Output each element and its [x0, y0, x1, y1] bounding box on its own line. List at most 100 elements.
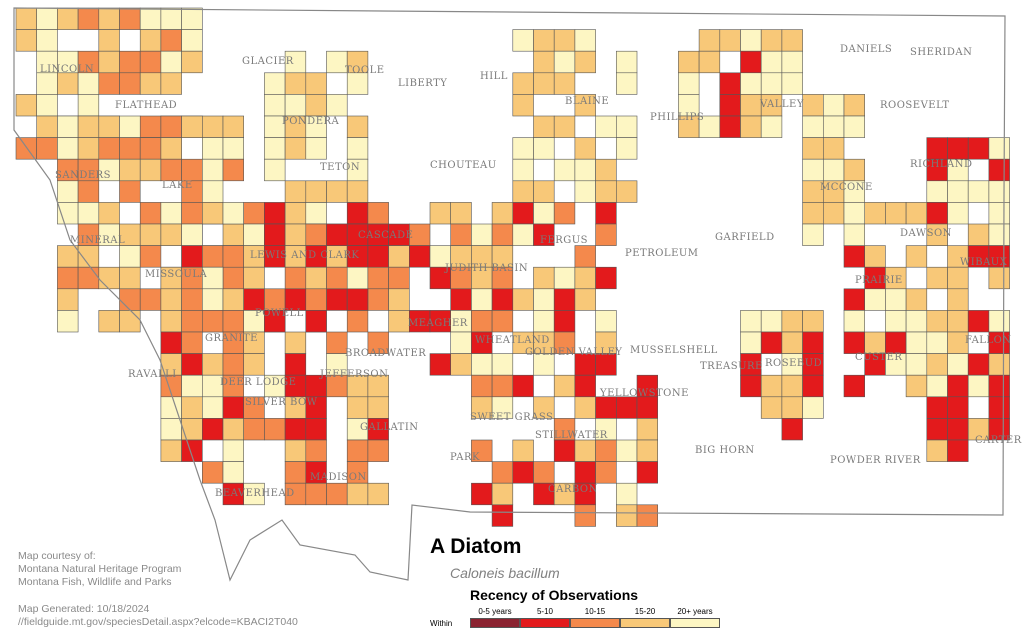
observation-cell	[264, 94, 286, 117]
observation-cell	[491, 461, 514, 484]
observation-cell	[512, 158, 534, 182]
observation-cell	[326, 94, 348, 117]
observation-cell	[491, 396, 514, 419]
observation-cell	[491, 223, 514, 246]
observation-cell	[512, 288, 534, 311]
legend-swatch	[620, 618, 670, 628]
observation-cell	[802, 94, 824, 117]
observation-cell	[222, 202, 245, 225]
observation-cell	[533, 223, 555, 246]
county-label: SHERIDAN	[910, 47, 972, 58]
observation-cell	[491, 504, 514, 527]
observation-cell	[471, 439, 493, 462]
county-label: PRAIRIE	[855, 275, 903, 286]
observation-cell	[864, 331, 886, 354]
observation-cell	[553, 115, 576, 138]
observation-cell	[222, 288, 245, 311]
observation-cell	[533, 72, 555, 95]
observation-cell	[450, 288, 472, 311]
observation-cell	[367, 482, 389, 506]
observation-cell	[574, 29, 596, 52]
observation-cell	[160, 72, 182, 95]
observation-cell	[988, 266, 1010, 290]
legend-item: 0-5 years	[470, 607, 520, 628]
observation-cell	[905, 288, 928, 311]
observation-cell	[160, 202, 182, 225]
observation-cell	[926, 353, 948, 376]
observation-cell	[181, 245, 203, 268]
observation-cell	[388, 310, 410, 333]
observation-cell	[36, 94, 58, 117]
observation-cell	[905, 202, 928, 225]
montana-border	[13, 7, 1006, 582]
observation-cell	[202, 353, 224, 376]
observation-cell	[740, 374, 762, 398]
observation-cell	[243, 353, 265, 376]
observation-cell	[139, 202, 162, 225]
observation-cell	[822, 202, 845, 225]
observation-cell	[346, 439, 369, 462]
observation-cell	[905, 331, 928, 354]
observation-cell	[346, 482, 369, 506]
observation-cell	[98, 7, 120, 30]
observation-cell	[533, 29, 555, 52]
observation-cell	[553, 374, 576, 398]
county-label: GLACIER	[242, 56, 294, 67]
observation-cell	[284, 266, 307, 290]
county-label: GRANITE	[205, 333, 258, 344]
county-label: PARK	[450, 452, 480, 463]
observation-cell	[512, 72, 534, 95]
observation-cell	[284, 72, 307, 95]
observation-grid	[15, 7, 1010, 527]
observation-cell	[843, 331, 866, 354]
observation-cell	[988, 374, 1010, 398]
observation-cell	[533, 180, 555, 203]
county-label: MCCONE	[820, 182, 873, 193]
observation-cell	[947, 266, 969, 290]
observation-cell	[843, 245, 866, 268]
county-label: MUSSELSHELL	[630, 345, 718, 356]
observation-cell	[326, 223, 348, 246]
observation-cell	[202, 396, 224, 419]
observation-cell	[181, 396, 203, 419]
county-label: CASCADE	[358, 230, 413, 241]
observation-cell	[595, 202, 617, 225]
observation-cell	[202, 310, 224, 333]
observation-cell	[885, 310, 907, 333]
observation-cell	[471, 223, 493, 246]
observation-cell	[305, 137, 327, 160]
observation-cell	[77, 94, 100, 117]
observation-cell	[926, 137, 948, 160]
observation-cell	[222, 266, 245, 290]
observation-cell	[450, 202, 472, 225]
observation-cell	[574, 288, 596, 311]
observation-cell	[222, 353, 245, 376]
observation-cell	[139, 245, 162, 268]
observation-cell	[202, 245, 224, 268]
legend-label: 10-15	[584, 607, 606, 616]
county-label: ROOSEVELT	[880, 100, 950, 111]
map-credits: Map courtesy of: Montana Natural Heritag…	[18, 550, 181, 589]
observation-cell	[98, 115, 120, 138]
county-label: MISSOULA	[145, 269, 207, 280]
observation-cell	[615, 396, 638, 419]
legend-swatch	[570, 618, 620, 628]
observation-cell	[139, 223, 162, 246]
observation-cell	[284, 439, 307, 462]
county-label: DEER LODGE	[220, 377, 296, 388]
map-title: A Diatom	[430, 535, 522, 558]
observation-cell	[802, 115, 824, 138]
observation-cell	[160, 418, 182, 441]
observation-cell	[512, 94, 534, 117]
observation-cell	[574, 266, 596, 290]
observation-cell	[512, 202, 534, 225]
observation-cell	[636, 418, 659, 441]
observation-cell	[57, 7, 79, 30]
county-label: DAWSON	[900, 228, 952, 239]
observation-cell	[533, 288, 555, 311]
observation-cell	[305, 202, 327, 225]
legend-swatch	[470, 618, 520, 628]
observation-cell	[15, 137, 38, 160]
county-label: WHEATLAND	[475, 335, 550, 346]
observation-cell	[305, 72, 327, 95]
